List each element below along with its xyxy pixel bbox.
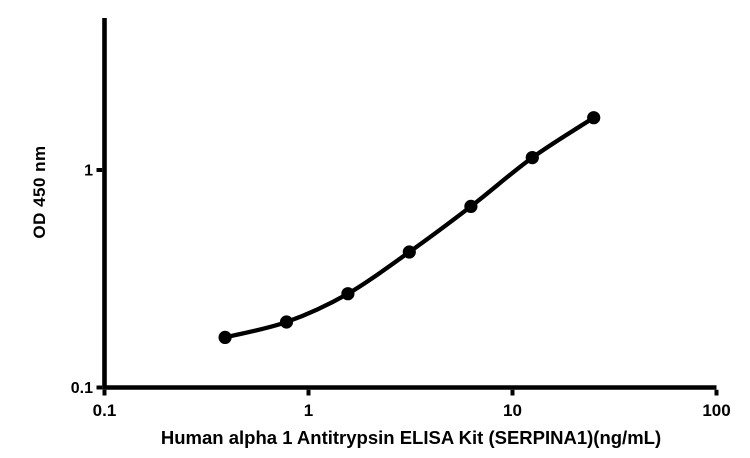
axis-spines [102,18,717,390]
y-tick-label: 0.1 [71,380,93,397]
x-tick-label: 10 [503,401,522,420]
x-tick-label: 0.1 [93,401,117,420]
data-point-marker [525,151,539,165]
x-tick-label: 100 [702,401,730,420]
standard-curve-line [224,115,595,340]
data-point-marker [464,199,478,213]
data-point-marker [341,287,355,301]
data-point-marker [218,330,232,344]
y-axis-title: OD 450 nm [30,145,49,239]
data-point-marker [402,245,416,259]
y-tick-label: 1 [84,163,93,180]
x-tick-label: 1 [304,401,313,420]
data-point-marker [587,111,601,125]
data-point-marker [279,315,294,329]
x-axis-title: Human alpha 1 Antitrypsin ELISA Kit (SER… [160,427,662,448]
